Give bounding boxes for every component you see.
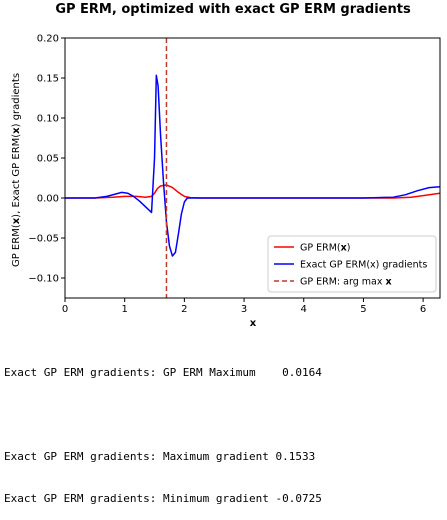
y-tick-label: 0.00 [37, 194, 59, 205]
axes: 0 1 2 3 4 5 6 −0.10 −0.05 0.00 0.05 0.10 0.15 0.20 [28, 34, 441, 315]
y-tick-label: 0.10 [37, 114, 59, 125]
x-tick-label: 2 [181, 304, 187, 315]
legend-label-1: GP ERM(x) [300, 243, 350, 254]
console-blank-line [4, 408, 444, 422]
y-tick-label: −0.10 [28, 274, 59, 285]
legend-label-2: Exact GP ERM(x) gradients [300, 260, 427, 271]
console-line-max-gradient: Exact GP ERM gradients: Maximum gradient… [4, 450, 316, 463]
x-tick-label: 1 [121, 304, 127, 315]
y-tick-label: 0.15 [37, 74, 59, 85]
legend-label-3: GP ERM: arg max x [300, 277, 392, 288]
chart-marks [65, 38, 440, 298]
chart-title: GP ERM, optimized with exact GP ERM grad… [55, 2, 411, 17]
x-tick-label: 0 [62, 304, 68, 315]
x-tick-label: 4 [301, 304, 307, 315]
series-line-1 [65, 184, 440, 199]
x-axis-label: x [250, 318, 257, 329]
y-axis-label: GP ERM(x), Exact GP ERM(x) gradients [11, 73, 22, 267]
series-line-2 [65, 74, 440, 257]
x-tick-label: 3 [241, 304, 247, 315]
y-tick-label: 0.05 [37, 154, 59, 165]
x-tick-label: 5 [360, 304, 366, 315]
y-tick-label: −0.05 [28, 234, 59, 245]
x-tick-label: 6 [420, 304, 426, 315]
console-output: Exact GP ERM gradients: GP ERM Maximum 0… [4, 338, 444, 520]
console-line-maximum: Exact GP ERM gradients: GP ERM Maximum 0… [4, 366, 322, 379]
plot-frame [64, 37, 441, 299]
legend-box [267, 235, 437, 293]
console-line-min-gradient: Exact GP ERM gradients: Minimum gradient… [4, 492, 322, 505]
chart: GP ERM, optimized with exact GP ERM grad… [11, 2, 441, 329]
legend: GP ERM(x) Exact GP ERM(x) gradients GP ERM… [267, 235, 437, 293]
y-tick-label: 0.20 [37, 34, 59, 45]
